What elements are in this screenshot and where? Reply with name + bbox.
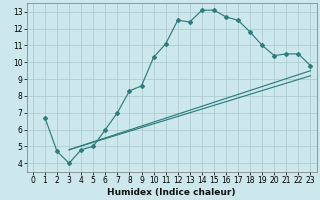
X-axis label: Humidex (Indice chaleur): Humidex (Indice chaleur) xyxy=(108,188,236,197)
